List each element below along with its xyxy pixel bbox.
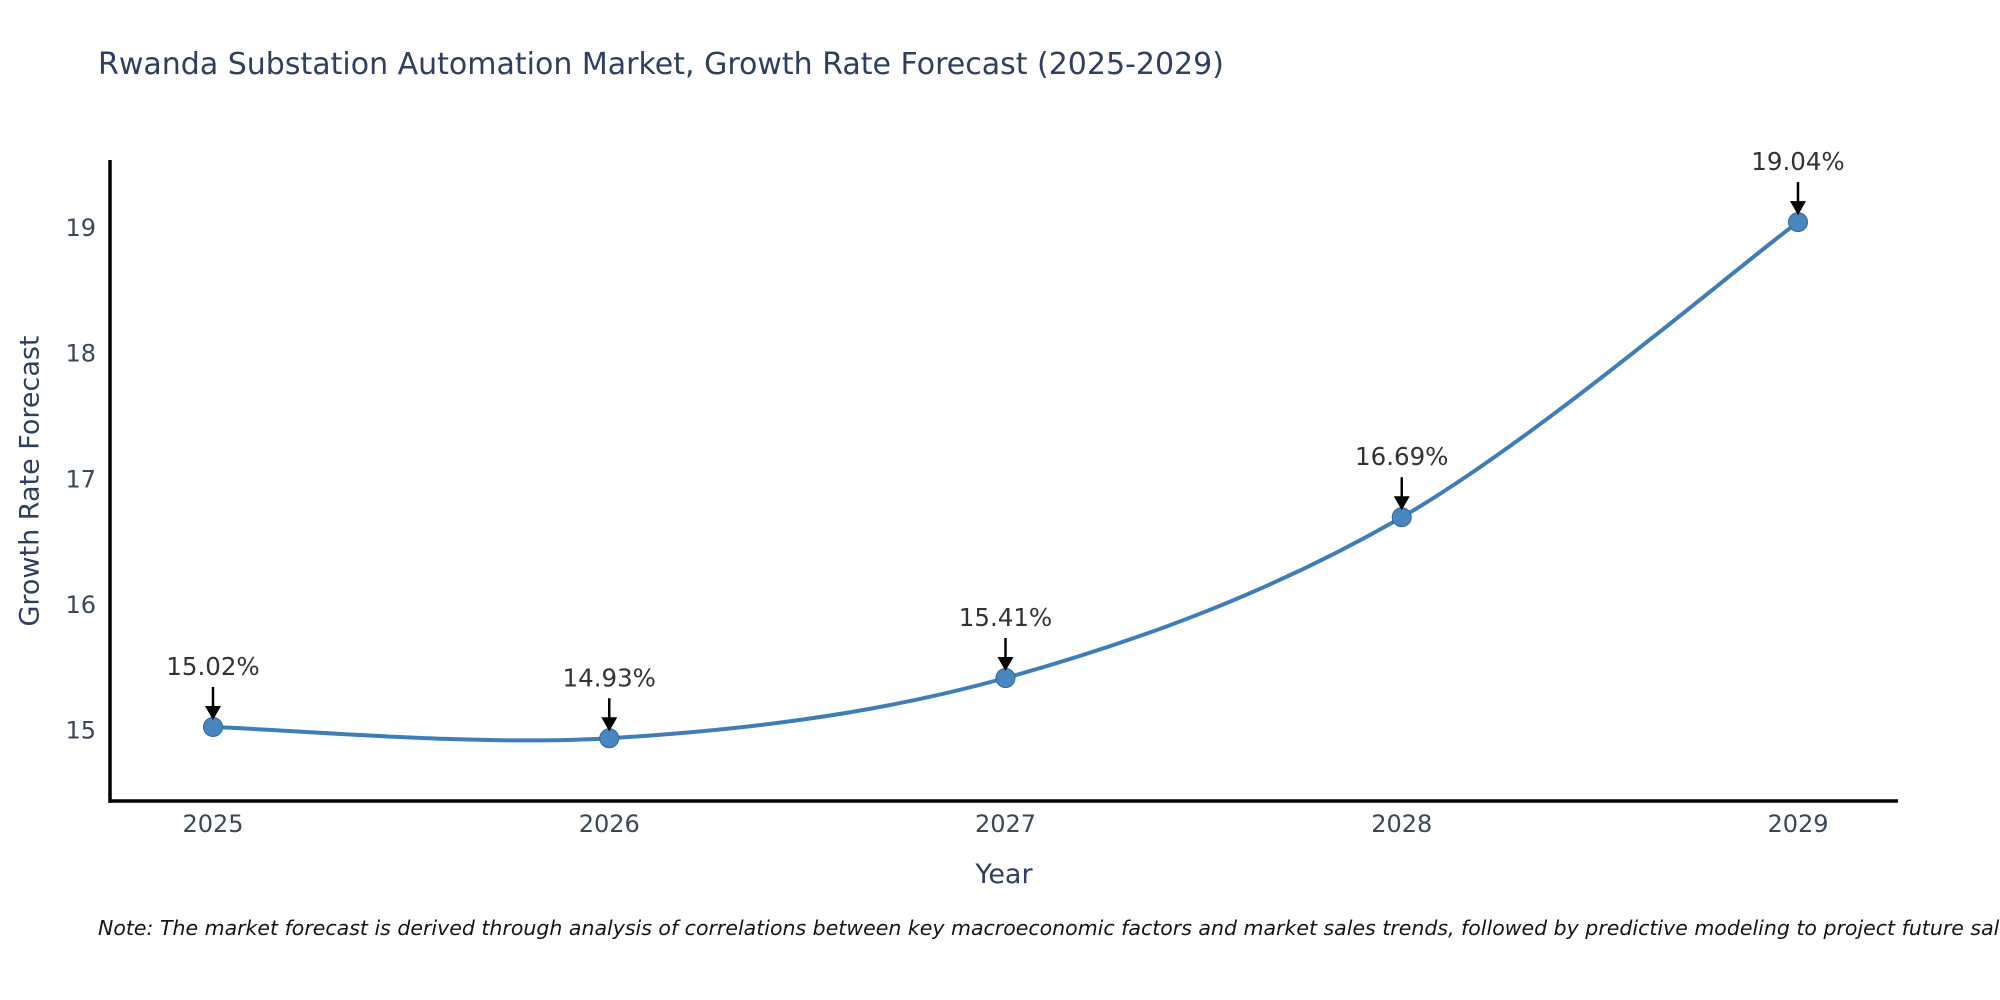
annotation-label: 15.41% bbox=[959, 603, 1052, 632]
annotation-arrowhead bbox=[205, 705, 221, 720]
annotation-label: 19.04% bbox=[1751, 147, 1844, 176]
annotation-arrowhead bbox=[997, 657, 1014, 672]
x-tick-label: 2027 bbox=[975, 810, 1036, 838]
annotation-arrowhead bbox=[601, 717, 618, 732]
data-point-marker bbox=[203, 716, 223, 737]
footnote: Note: The market forecast is derived thr… bbox=[98, 916, 2000, 940]
data-point-marker bbox=[599, 728, 620, 749]
x-tick-label: 2026 bbox=[579, 810, 640, 838]
data-point-marker bbox=[1788, 212, 1808, 233]
annotation-arrowhead bbox=[1790, 201, 1806, 216]
x-tick-label: 2029 bbox=[1767, 810, 1828, 838]
data-point-marker bbox=[1391, 507, 1412, 528]
y-tick-label: 15 bbox=[65, 717, 96, 745]
x-tick-label: 2028 bbox=[1371, 810, 1432, 838]
y-tick-label: 18 bbox=[65, 340, 96, 368]
annotation-label: 16.69% bbox=[1355, 442, 1448, 471]
annotation-arrowhead bbox=[1393, 496, 1410, 511]
annotation-label: 14.93% bbox=[563, 663, 656, 692]
data-point-marker bbox=[995, 668, 1016, 689]
x-axis-title: Year bbox=[975, 859, 1033, 890]
chart-title: Rwanda Substation Automation Market, Gro… bbox=[98, 47, 1224, 82]
y-tick-label: 16 bbox=[65, 591, 96, 619]
annotation-label: 15.02% bbox=[166, 652, 259, 681]
series-line bbox=[211, 220, 1800, 743]
y-tick-label: 17 bbox=[65, 465, 96, 493]
x-tick-label: 2025 bbox=[182, 810, 243, 838]
y-tick-label: 19 bbox=[65, 214, 96, 242]
